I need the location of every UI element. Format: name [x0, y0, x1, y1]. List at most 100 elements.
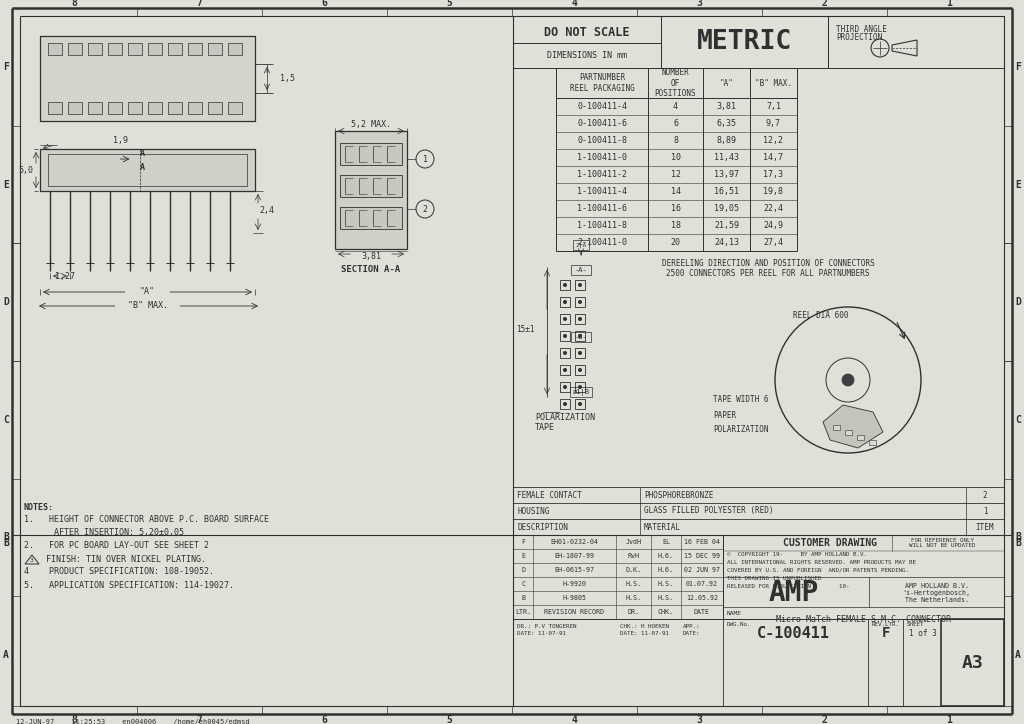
- Text: 16 FEB 04: 16 FEB 04: [684, 539, 720, 545]
- Bar: [148, 102, 162, 114]
- Bar: [128, 43, 142, 55]
- Bar: [188, 102, 202, 114]
- Text: 14: 14: [671, 187, 681, 196]
- Polygon shape: [823, 405, 883, 448]
- Text: 1,9: 1,9: [113, 137, 128, 146]
- Text: LTR.: LTR.: [515, 609, 531, 615]
- Text: 1-100411-4: 1-100411-4: [577, 187, 627, 196]
- Text: 1-100411-0: 1-100411-0: [577, 153, 627, 162]
- Circle shape: [563, 385, 567, 389]
- Text: A: A: [140, 148, 145, 158]
- Text: REEL DIA 600: REEL DIA 600: [793, 311, 849, 319]
- Text: E: E: [1015, 180, 1021, 190]
- Text: 2.   FOR PC BOARD LAY-OUT SEE SHEET 2: 2. FOR PC BOARD LAY-OUT SEE SHEET 2: [24, 542, 209, 550]
- Bar: [208, 102, 222, 114]
- Text: C: C: [521, 581, 525, 587]
- Text: AFTER INSERTION: 5,20±0,05: AFTER INSERTION: 5,20±0,05: [24, 529, 184, 537]
- Text: ITEM: ITEM: [976, 523, 994, 531]
- Text: 1-100411-8: 1-100411-8: [577, 221, 627, 230]
- Text: POLARIZATION: POLARIZATION: [535, 413, 595, 421]
- Text: 5,0: 5,0: [18, 166, 33, 174]
- Text: H-9805: H-9805: [562, 595, 587, 601]
- Text: 5: 5: [446, 0, 453, 8]
- Text: FINISH: TIN OVER NICKEL PLATING.: FINISH: TIN OVER NICKEL PLATING.: [46, 555, 206, 563]
- Text: 12-JUN-97    11:25:53    en004006    /home/eh0045/edmsd: 12-JUN-97 11:25:53 en004006 /home/eh0045…: [16, 719, 250, 724]
- Bar: [513, 16, 662, 68]
- Text: 7: 7: [197, 0, 203, 8]
- Bar: [575, 297, 585, 307]
- Circle shape: [563, 300, 567, 304]
- Text: APP.:: APP.:: [683, 624, 700, 629]
- Text: "A": "A": [720, 78, 733, 88]
- Text: H-9920: H-9920: [562, 581, 587, 587]
- Bar: [575, 399, 585, 409]
- Text: METRIC: METRIC: [697, 29, 793, 55]
- Text: PROJECTION: PROJECTION: [836, 33, 883, 43]
- Text: B: B: [3, 532, 9, 542]
- Text: 3,81: 3,81: [717, 102, 736, 111]
- Bar: [575, 348, 585, 358]
- Text: 0-100411-8: 0-100411-8: [577, 136, 627, 145]
- Bar: [68, 102, 82, 114]
- Text: DIMENSIONS IN mm: DIMENSIONS IN mm: [547, 51, 627, 59]
- Text: DR.: P.V TONGEREN: DR.: P.V TONGEREN: [517, 624, 577, 629]
- Bar: [168, 102, 182, 114]
- Text: F: F: [1015, 62, 1021, 72]
- Text: REVISION RECORD: REVISION RECORD: [545, 609, 604, 615]
- Bar: [168, 43, 182, 55]
- Text: DR.: DR.: [628, 609, 640, 615]
- Circle shape: [578, 317, 582, 321]
- Text: CHK.: H HOEKEN: CHK.: H HOEKEN: [620, 624, 669, 629]
- Bar: [228, 102, 242, 114]
- Text: "B" MAX.: "B" MAX.: [128, 301, 168, 311]
- Text: AMP HOLLAND B.V.
's-Hertogenbosch,
The Netherlands.: AMP HOLLAND B.V. 's-Hertogenbosch, The N…: [902, 583, 971, 603]
- Text: 8,89: 8,89: [717, 136, 736, 145]
- Text: 1-100411-2: 1-100411-2: [577, 170, 627, 179]
- Text: 15±1: 15±1: [516, 325, 535, 334]
- Text: 4: 4: [571, 0, 578, 8]
- Bar: [560, 331, 570, 341]
- Bar: [941, 619, 1004, 706]
- Text: 1.   HEIGHT OF CONNECTOR ABOVE P.C. BOARD SURFACE: 1. HEIGHT OF CONNECTOR ABOVE P.C. BOARD …: [24, 515, 269, 524]
- Text: 2500 CONNECTORS PER REEL FOR ALL PARTNUMBERS: 2500 CONNECTORS PER REEL FOR ALL PARTNUM…: [667, 269, 869, 277]
- Circle shape: [578, 334, 582, 338]
- Text: C-100411: C-100411: [757, 626, 829, 641]
- Text: E: E: [3, 180, 9, 190]
- Text: Micro-MaTch FEMALE S.M.C. CONNECTOR: Micro-MaTch FEMALE S.M.C. CONNECTOR: [776, 615, 951, 623]
- Text: CUSTOMER DRAWING: CUSTOMER DRAWING: [782, 538, 877, 548]
- Text: DO NOT SCALE: DO NOT SCALE: [544, 25, 630, 38]
- Text: 2-100411-0: 2-100411-0: [577, 238, 627, 247]
- Text: 01.07.92: 01.07.92: [686, 581, 718, 587]
- Text: H.S.: H.S.: [658, 581, 674, 587]
- Bar: [575, 382, 585, 392]
- Text: -A-: -A-: [574, 267, 588, 273]
- Bar: [40, 36, 255, 121]
- Text: 6,35: 6,35: [717, 119, 736, 128]
- Bar: [575, 365, 585, 375]
- Bar: [571, 332, 591, 342]
- Text: 2|A: 2|A: [575, 243, 587, 248]
- Text: "B" MAX.: "B" MAX.: [755, 78, 792, 88]
- Bar: [575, 314, 585, 324]
- Text: H.6.: H.6.: [658, 567, 674, 573]
- Text: 5,2 MAX.: 5,2 MAX.: [351, 119, 391, 128]
- Text: D.K.: D.K.: [626, 567, 641, 573]
- Text: 16,51: 16,51: [714, 187, 739, 196]
- Bar: [575, 331, 585, 341]
- Text: 27,4: 27,4: [764, 238, 783, 247]
- Text: FOR REFERENCE ONLY
WILL NOT BE UPDATED: FOR REFERENCE ONLY WILL NOT BE UPDATED: [909, 538, 976, 548]
- Bar: [88, 102, 102, 114]
- Bar: [188, 43, 202, 55]
- Text: TAPE WIDTH 6: TAPE WIDTH 6: [713, 395, 768, 405]
- Circle shape: [563, 283, 567, 287]
- Text: THIRD ANGLE: THIRD ANGLE: [836, 25, 887, 33]
- Text: D: D: [3, 297, 9, 307]
- Text: REV.LTR.: REV.LTR.: [872, 622, 900, 627]
- Text: DATE: 11-07-91: DATE: 11-07-91: [517, 631, 566, 636]
- Bar: [40, 149, 255, 191]
- Text: FEMALE CONTACT: FEMALE CONTACT: [517, 490, 582, 500]
- Text: 1,27: 1,27: [55, 272, 75, 280]
- Text: 1-100411-6: 1-100411-6: [577, 204, 627, 213]
- Bar: [560, 365, 570, 375]
- Bar: [560, 348, 570, 358]
